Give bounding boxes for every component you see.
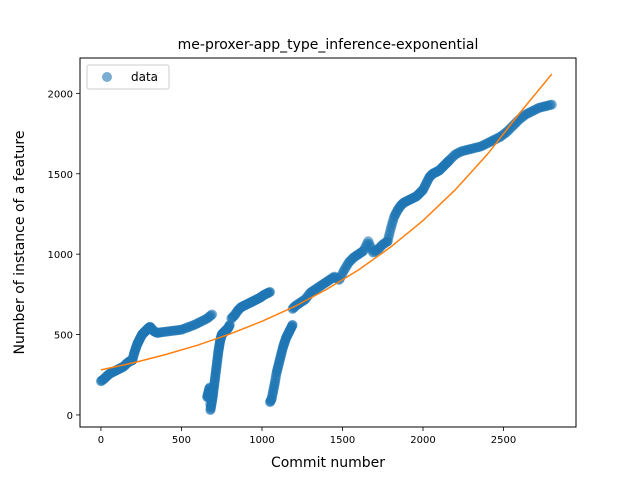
x-tick-label: 0 [98, 435, 104, 446]
legend: data [86, 64, 170, 90]
x-tick-label: 2000 [410, 435, 435, 446]
data-point [546, 99, 557, 110]
plot-frame [79, 57, 577, 428]
x-tick-label: 2500 [491, 435, 516, 446]
data-point [265, 286, 276, 297]
data-point [287, 319, 298, 330]
legend-box [86, 64, 170, 90]
x-axis-title: Commit number [271, 455, 385, 471]
plot-layer [95, 73, 557, 416]
y-axis-title: Number of instance of a feature [12, 131, 28, 355]
y-tick-label: 1000 [48, 250, 73, 261]
x-tick-label: 1500 [330, 435, 355, 446]
legend-marker-data [102, 72, 112, 82]
y-tick-label: 500 [54, 331, 73, 342]
fit-line [100, 73, 553, 371]
y-tick-label: 1500 [48, 170, 73, 181]
y-tick-label: 2000 [48, 89, 73, 100]
axis-layer: 0 500 1000 1500 2000 2500 0 500 1000 1500 2000 [48, 89, 517, 446]
x-tick-label: 500 [172, 435, 191, 446]
x-tick-label: 1000 [249, 435, 274, 446]
chart-title: me-proxer-app_type_inference-exponential [178, 37, 479, 53]
data-point [207, 309, 218, 320]
legend-label-data: data [131, 70, 158, 84]
y-tick-label: 0 [67, 411, 73, 422]
